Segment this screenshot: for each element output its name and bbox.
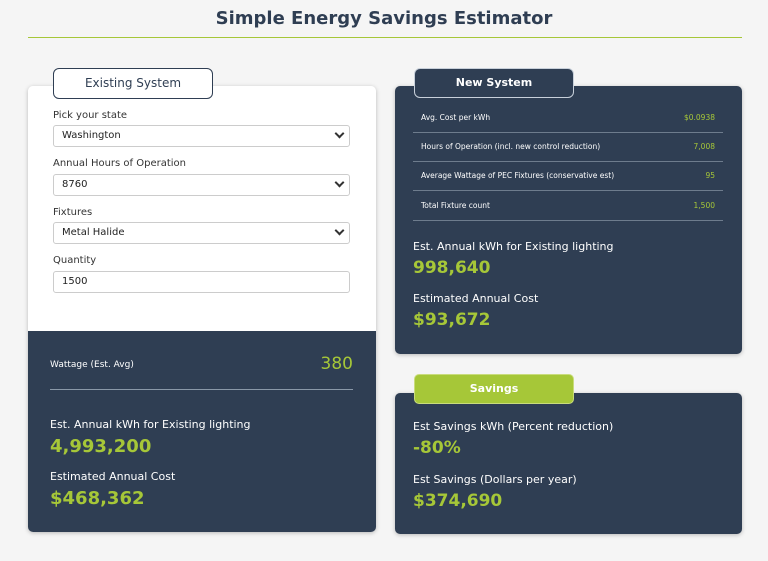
wattage-value: 380 [320,354,353,374]
tab-existing-system[interactable]: Existing System [53,68,213,99]
tab-savings[interactable]: Savings [414,374,574,404]
spec-value: 1,500 [693,201,715,210]
spec-row-fixture-count: Total Fixture count 1,500 [413,192,723,221]
state-label: Pick your state [53,110,128,121]
wattage-divider [50,389,353,390]
fixtures-select[interactable]: Metal Halide [53,222,350,244]
spec-label: Avg. Cost per kWh [421,113,491,122]
fixtures-value: Metal Halide [62,227,125,238]
savings-card: Est Savings kWh (Percent reduction) -80%… [395,393,742,534]
spec-row-hours: Hours of Operation (incl. new control re… [413,133,723,162]
new-kwh-label: Est. Annual kWh for Existing lighting [413,240,614,253]
existing-results-panel [28,331,376,532]
state-select[interactable]: Washington [53,125,350,147]
savings-dollars-value: $374,690 [413,491,503,511]
page-title: Simple Energy Savings Estimator [215,8,553,29]
existing-form: Pick your state Washington Annual Hours … [28,86,376,332]
spec-value: 7,008 [693,142,715,151]
savings-kwh-label: Est Savings kWh (Percent reduction) [413,420,614,433]
chevron-down-icon [334,225,345,236]
wattage-label: Wattage (Est. Avg) [50,360,134,370]
spec-row-cost-per-kwh: Avg. Cost per kWh $0.0938 [413,104,723,133]
new-cost-label: Estimated Annual Cost [413,292,539,305]
new-system-card: Avg. Cost per kWh $0.0938 Hours of Opera… [395,86,742,354]
spec-value: 95 [705,171,715,180]
savings-kwh-value: -80% [413,438,461,458]
spec-label: Hours of Operation (incl. new control re… [421,142,601,151]
hours-select[interactable]: 8760 [53,174,350,196]
spec-label: Total Fixture count [421,201,490,210]
chevron-down-icon [334,177,345,188]
spec-row-wattage: Average Wattage of PEC Fixtures (conserv… [413,162,723,191]
new-kwh-value: 998,640 [413,258,491,278]
existing-system-card: Pick your state Washington Annual Hours … [28,86,376,532]
savings-dollars-label: Est Savings (Dollars per year) [413,473,577,486]
existing-cost-label: Estimated Annual Cost [50,470,176,483]
title-divider [28,37,742,38]
fixtures-label: Fixtures [53,207,93,218]
spec-label: Average Wattage of PEC Fixtures (conserv… [421,171,615,180]
state-value: Washington [62,130,121,141]
quantity-value: 1500 [62,276,88,287]
hours-value: 8760 [62,179,88,190]
existing-kwh-label: Est. Annual kWh for Existing lighting [50,418,251,431]
new-cost-value: $93,672 [413,310,491,330]
spec-value: $0.0938 [683,113,715,122]
chevron-down-icon [334,128,345,139]
quantity-input[interactable]: 1500 [53,271,350,293]
existing-cost-value: $468,362 [50,488,145,509]
tab-new-system[interactable]: New System [414,68,574,98]
hours-label: Annual Hours of Operation [53,158,186,169]
quantity-label: Quantity [53,255,97,266]
existing-kwh-value: 4,993,200 [50,436,152,457]
